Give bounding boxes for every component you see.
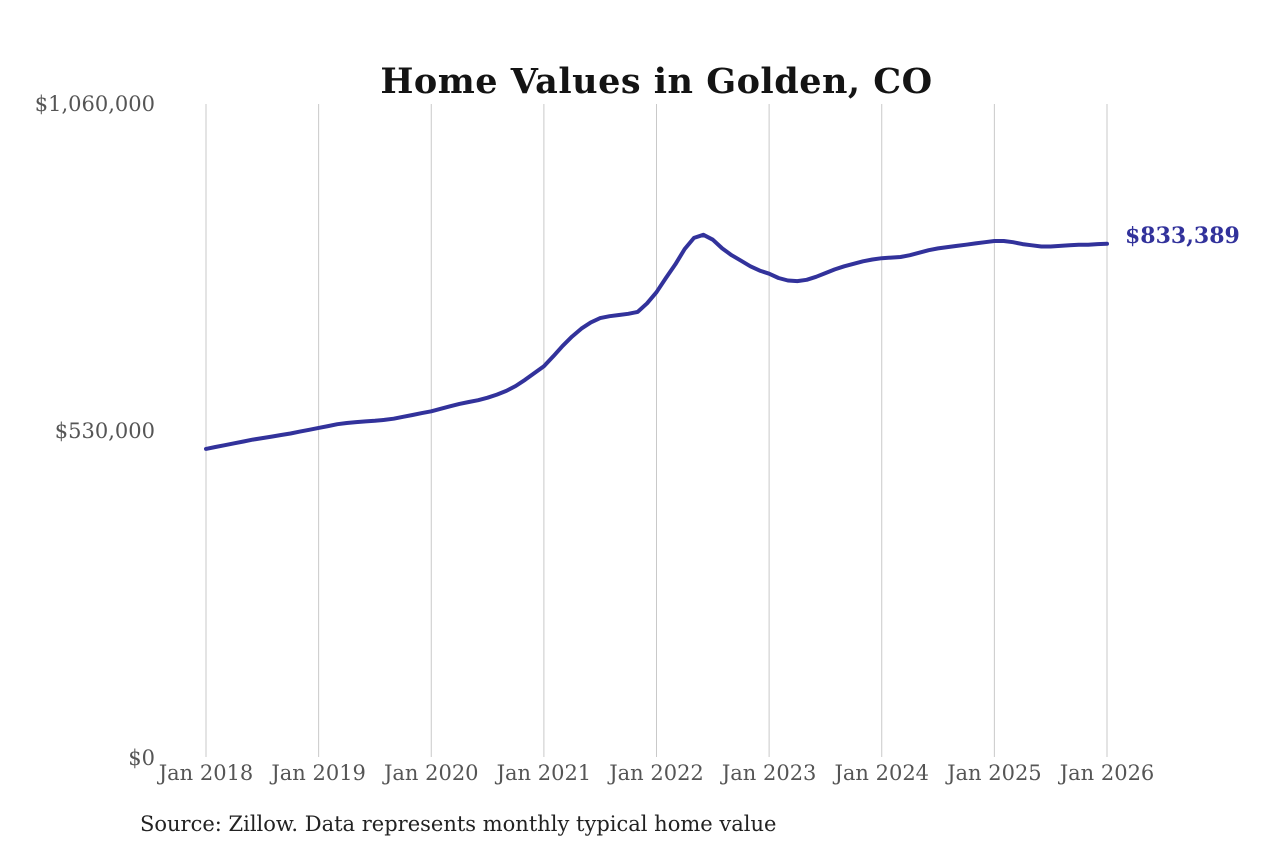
latest-value-label: $833,389 (1125, 222, 1240, 249)
x-tick-label: Jan 2020 (383, 761, 479, 785)
chart-title: Home Values in Golden, CO (380, 61, 933, 103)
source-note: Source: Zillow. Data represents monthly … (140, 812, 777, 836)
x-tick-label: Jan 2024 (834, 761, 930, 785)
x-tick-label: Jan 2021 (496, 761, 592, 785)
x-tick-label: Jan 2026 (1059, 761, 1155, 785)
y-tick-label: $0 (128, 746, 155, 770)
x-tick-label: Jan 2019 (271, 761, 366, 785)
vertical-gridlines (205, 104, 1108, 757)
y-tick-label: $530,000 (54, 419, 155, 443)
x-tick-label: Jan 2018 (158, 761, 254, 785)
home-value-line-series (204, 232, 1109, 451)
x-tick-label: Jan 2025 (947, 761, 1042, 785)
x-tick-label: Jan 2023 (721, 761, 817, 785)
x-tick-label: Jan 2022 (609, 761, 704, 785)
y-tick-label: $1,060,000 (34, 92, 155, 116)
